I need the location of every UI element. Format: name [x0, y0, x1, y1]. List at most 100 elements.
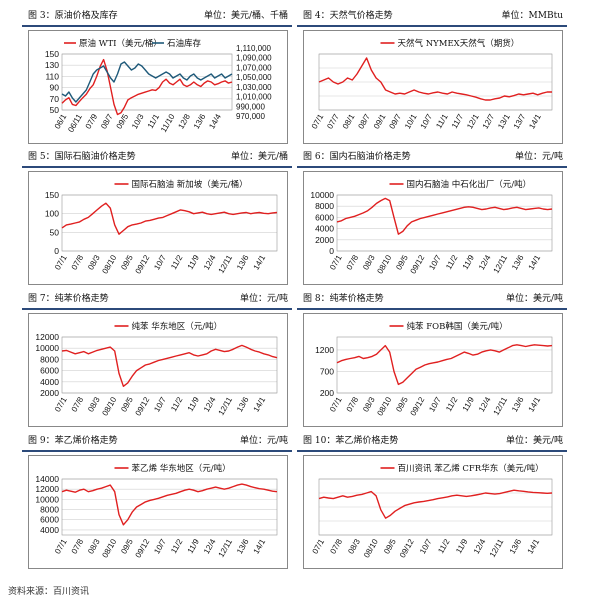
x-tick-label: 13/6: [510, 253, 526, 271]
chart-title: 图 9：苯乙烯价格走势: [28, 436, 118, 446]
x-tick-label: 12/11: [492, 395, 510, 417]
legend-label: 纯苯 华东地区（元/吨）: [132, 321, 223, 332]
chart-unit: 单位：美元/吨: [505, 294, 563, 304]
x-tick-label: 07/1: [311, 537, 327, 555]
x-tick-label: 11/9: [461, 253, 477, 271]
x-tick-label: 10/7: [152, 253, 168, 271]
x-tick-label: 11/2: [169, 253, 185, 271]
x-tick-label: 08/7: [99, 112, 115, 130]
x-tick-label: 09/12: [409, 253, 427, 275]
x-tick-label: 14/1: [527, 253, 543, 271]
x-tick-label: 13/6: [235, 395, 251, 413]
x-tick-label: 07/1: [53, 537, 69, 555]
y-tick-label: 110: [45, 71, 59, 81]
x-tick-label: 09/5: [119, 253, 135, 271]
title-rule: [297, 450, 567, 452]
chart-frame: [303, 313, 563, 427]
x-tick-label: 12/4: [477, 253, 493, 271]
chart-unit: 单位：美元/桶: [230, 152, 288, 162]
x-tick-label: 09/12: [398, 537, 416, 559]
title-rule: [22, 166, 292, 168]
x-tick-label: 10/1: [403, 112, 419, 130]
series-line: [61, 483, 278, 526]
y-tick-label: 130: [45, 60, 59, 70]
chart-frame: [303, 455, 563, 569]
y-tick-label: 150: [45, 49, 59, 59]
title-rule: [297, 166, 567, 168]
x-tick-label: 09/5: [394, 395, 410, 413]
x-tick-label: 10/7: [152, 537, 168, 555]
plot-area: [61, 194, 278, 252]
x-tick-label: 11/1: [434, 112, 450, 130]
x-tick-label: 11/9: [186, 395, 202, 413]
title-rule: [297, 308, 567, 310]
x-tick-label: 07/8: [70, 537, 86, 555]
x-tick-label: 10/7: [419, 112, 435, 130]
x-tick-label: 10/7: [418, 537, 434, 555]
x-tick-label: 13/6: [508, 537, 524, 555]
x-tick-label: 14/1: [252, 253, 268, 271]
plot-area: [318, 478, 553, 536]
chart-frame: [303, 171, 563, 285]
chart-svg: 07/1 07/7 08/1 08/7 09/1 09/7 10/1 10/7 11/1 11/7…: [310, 38, 553, 130]
x-tick-label: 08/3: [361, 395, 377, 413]
y2-tick-label: 1,030,000: [236, 83, 272, 92]
x-tick-label: 11/2: [436, 537, 452, 555]
legend-label: 石油库存: [167, 38, 202, 49]
chart-title: 图 8：纯苯价格走势: [303, 294, 384, 304]
y-tick-label: 1200: [315, 345, 334, 355]
x-tick-label: 11/2: [444, 253, 460, 271]
chart-panel-8: 图 8：纯苯价格走势 单位：美元/吨 200 700 1200 07/1 07/8 08/3…: [297, 291, 567, 429]
x-tick-label: 11/1: [146, 112, 162, 130]
legend-label: 百川资讯 苯乙烯 CFR华东（美元/吨）: [398, 463, 544, 474]
legend-label: 苯乙烯 华东地区（元/吨）: [132, 463, 231, 474]
x-tick-label: 14/1: [252, 395, 268, 413]
x-tick-label: 09/7: [387, 112, 403, 130]
x-tick-label: 08/10: [375, 395, 393, 417]
x-tick-label: 08/1: [341, 112, 357, 130]
x-tick-label: 08/7: [356, 112, 372, 130]
x-tick-label: 13/6: [235, 537, 251, 555]
y-tick-label: 0: [329, 246, 334, 256]
y2-tick-label: 1,110,000: [236, 44, 272, 53]
x-tick-label: 11/9: [454, 537, 470, 555]
y-tick-label: 100: [45, 209, 59, 219]
x-tick-label: 07/8: [328, 537, 344, 555]
x-tick-label: 09/12: [134, 537, 152, 559]
plot-area: [61, 478, 278, 536]
chart-panel-9: 图 9：苯乙烯价格走势 单位：元/吨 4000 6000 8000 10000 12000…: [22, 433, 292, 571]
x-tick-label: 11/2: [444, 395, 460, 413]
x-tick-label: 09/5: [119, 395, 135, 413]
y-tick-label: 90: [50, 83, 60, 93]
chart-unit: 单位：元/吨: [514, 152, 563, 162]
x-tick-label: 08/10: [100, 253, 118, 275]
x-tick-label: 10/7: [152, 395, 168, 413]
plot-area: [61, 336, 278, 394]
title-rule: [22, 450, 292, 452]
x-tick-label: 11/9: [186, 537, 202, 555]
x-tick-label: 12/4: [472, 537, 488, 555]
x-tick-label: 13/6: [192, 112, 208, 130]
x-tick-label: 09/12: [134, 395, 152, 417]
x-tick-label: 07/1: [310, 112, 326, 130]
x-tick-label: 08/10: [100, 395, 118, 417]
x-tick-label: 12/4: [477, 395, 493, 413]
x-tick-label: 07/7: [325, 112, 341, 130]
x-tick-label: 08/10: [362, 537, 380, 559]
x-tick-label: 09/5: [394, 253, 410, 271]
y-tick-label: 10000: [35, 343, 59, 353]
y-tick-label: 8000: [315, 201, 334, 211]
x-tick-label: 13/6: [235, 253, 251, 271]
x-tick-label: 08/3: [86, 537, 102, 555]
y-tick-label: 8000: [40, 505, 59, 515]
x-tick-label: 14/1: [252, 537, 268, 555]
x-tick-label: 09/5: [382, 537, 398, 555]
y2-tick-label: 1,010,000: [236, 93, 272, 102]
chart-title: 图 5：国际石脑油价格走势: [28, 152, 136, 162]
chart-frame: [28, 313, 288, 427]
legend-label: 原油 WTI（美元/桶）: [79, 38, 162, 49]
x-tick-label: 08/3: [86, 253, 102, 271]
